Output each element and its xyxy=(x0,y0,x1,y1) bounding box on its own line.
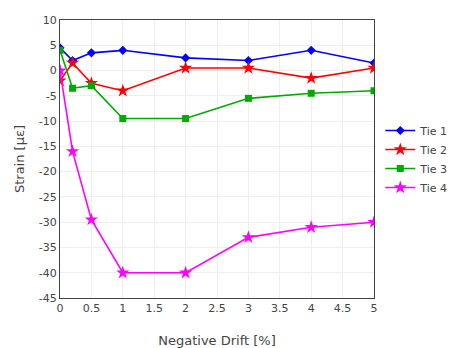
svg-text:-45: -45 xyxy=(39,292,57,305)
svg-text:Negative Drift [%]: Negative Drift [%] xyxy=(158,333,276,348)
svg-text:0.5: 0.5 xyxy=(83,302,101,315)
svg-text:-15: -15 xyxy=(39,140,57,153)
svg-text:-35: -35 xyxy=(39,241,57,254)
svg-text:5: 5 xyxy=(50,39,57,52)
svg-text:10: 10 xyxy=(43,14,57,27)
svg-text:Tie 3: Tie 3 xyxy=(419,163,447,176)
svg-text:0: 0 xyxy=(50,64,57,77)
svg-text:-10: -10 xyxy=(39,115,57,128)
svg-text:Tie 2: Tie 2 xyxy=(419,144,447,157)
svg-text:-40: -40 xyxy=(39,267,57,280)
svg-text:1.5: 1.5 xyxy=(145,302,163,315)
svg-text:0: 0 xyxy=(57,302,64,315)
svg-text:1: 1 xyxy=(119,302,126,315)
svg-text:4.5: 4.5 xyxy=(334,302,352,315)
svg-text:5: 5 xyxy=(371,302,378,315)
svg-text:Tie 1: Tie 1 xyxy=(419,125,447,138)
svg-text:2.5: 2.5 xyxy=(208,302,226,315)
svg-text:-20: -20 xyxy=(39,165,57,178)
svg-text:Tie 4: Tie 4 xyxy=(419,182,447,195)
svg-text:3.5: 3.5 xyxy=(271,302,289,315)
svg-text:-5: -5 xyxy=(46,90,57,103)
svg-text:3: 3 xyxy=(245,302,252,315)
svg-text:Strain [με]: Strain [με] xyxy=(12,125,27,193)
svg-text:-30: -30 xyxy=(39,216,57,229)
svg-text:-25: -25 xyxy=(39,191,57,204)
svg-text:4: 4 xyxy=(308,302,315,315)
svg-text:2: 2 xyxy=(182,302,189,315)
